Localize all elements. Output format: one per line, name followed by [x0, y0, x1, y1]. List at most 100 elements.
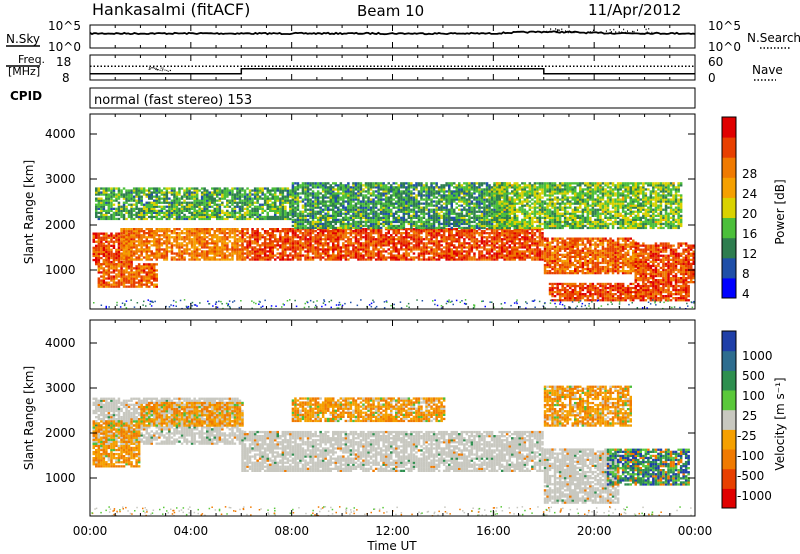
- heatmap-cell: [137, 195, 141, 198]
- heatmap-cell: [311, 256, 315, 259]
- heatmap-cell: [107, 203, 111, 206]
- heatmap-cell: [329, 184, 332, 187]
- heatmap-cell: [188, 189, 191, 192]
- heatmap-cell: [422, 256, 426, 259]
- heatmap-cell: [274, 258, 277, 261]
- heatmap-cell: [296, 234, 300, 237]
- heatmap-cell: [374, 190, 378, 193]
- heatmap-cell: [142, 232, 146, 235]
- heatmap-cell: [185, 238, 189, 241]
- heatmap-cell: [127, 203, 131, 206]
- heatmap-cell: [165, 209, 169, 212]
- heatmap-cell: [395, 234, 398, 237]
- heatmap-cell: [445, 198, 448, 201]
- heatmap-cell: [508, 238, 511, 241]
- heatmap-cell: [238, 236, 242, 239]
- heatmap-cell: [402, 204, 406, 207]
- heatmap-cell: [468, 242, 471, 245]
- heatmap-cell: [185, 248, 189, 251]
- heatmap-cell: [256, 191, 259, 194]
- heatmap-cell: [97, 263, 101, 266]
- heatmap-cell: [354, 194, 358, 197]
- heatmap-cell: [430, 218, 433, 221]
- heatmap-cell: [216, 209, 219, 212]
- heatmap-cell: [195, 195, 199, 198]
- heatmap-cell: [420, 226, 423, 230]
- heatmap-cell: [266, 242, 269, 245]
- heatmap-cell: [337, 198, 340, 201]
- heatmap-cell: [349, 250, 353, 253]
- heatmap-cell: [541, 234, 544, 237]
- heatmap-cell: [465, 242, 469, 245]
- heatmap-cell: [357, 208, 360, 211]
- heatmap-cell: [281, 213, 285, 217]
- heatmap-cell: [405, 200, 408, 203]
- heatmap-cell: [284, 246, 287, 249]
- heatmap-cell: [432, 188, 436, 191]
- heatmap-cell: [294, 186, 297, 189]
- heatmap-cell: [238, 215, 242, 219]
- heatmap-cell: [281, 197, 285, 200]
- heatmap-cell: [100, 213, 103, 217]
- heatmap-cell: [316, 192, 320, 195]
- heatmap-cell: [211, 209, 214, 212]
- heatmap-cell: [483, 244, 486, 247]
- heatmap-cell: [349, 228, 353, 231]
- heatmap-cell: [291, 244, 295, 247]
- heatmap-cell: [505, 230, 509, 233]
- heatmap-cell: [425, 226, 428, 230]
- heatmap-cell: [195, 203, 199, 206]
- heatmap-cell: [253, 246, 257, 249]
- heatmap-cell: [286, 213, 290, 217]
- heatmap-cell: [309, 188, 312, 191]
- heatmap-cell: [402, 206, 406, 209]
- heatmap-cell: [420, 212, 423, 215]
- heatmap-cell: [97, 254, 101, 258]
- heatmap-cell: [321, 216, 325, 219]
- heatmap-cell: [218, 211, 222, 214]
- heatmap-cell: [112, 283, 116, 286]
- heatmap-cell: [102, 246, 106, 249]
- heatmap-cell: [516, 252, 519, 255]
- heatmap-cell: [344, 212, 348, 215]
- heatmap-cell: [155, 275, 158, 278]
- heatmap-cell: [420, 246, 423, 249]
- heatmap-cell: [354, 256, 358, 259]
- heatmap-cell: [362, 198, 365, 201]
- heatmap-cell: [203, 201, 206, 204]
- heatmap-cell: [347, 222, 350, 226]
- heatmap-cell: [324, 226, 327, 230]
- heatmap-cell: [334, 206, 337, 209]
- heatmap-cell: [518, 252, 521, 255]
- heatmap-cell: [190, 240, 194, 243]
- heatmap-cell: [216, 199, 219, 202]
- heatmap-cell: [218, 187, 222, 190]
- heatmap-cell: [526, 240, 529, 243]
- heatmap-cell: [387, 218, 390, 221]
- heatmap-cell: [437, 188, 441, 191]
- heatmap-cell: [349, 234, 353, 237]
- heatmap-cell: [440, 254, 443, 257]
- heatmap-cell: [387, 224, 390, 228]
- heatmap-cell: [125, 193, 128, 196]
- heatmap-cell: [440, 200, 443, 203]
- heatmap-cell: [485, 242, 489, 245]
- heatmap-cell: [369, 226, 373, 230]
- heatmap-cell: [221, 242, 224, 245]
- heatmap-cell: [395, 192, 398, 195]
- heatmap-cell: [493, 240, 496, 243]
- heatmap-cell: [125, 265, 128, 268]
- heatmap-cell: [463, 250, 466, 253]
- heatmap-cell: [349, 230, 353, 233]
- heatmap-cell: [344, 240, 348, 243]
- freq-tick-bottom: 8: [62, 71, 70, 85]
- heatmap-cell: [508, 230, 511, 233]
- heatmap-cell: [241, 254, 244, 257]
- heatmap-cell: [299, 228, 302, 231]
- heatmap-cell: [198, 240, 201, 243]
- heatmap-cell: [110, 201, 113, 204]
- heatmap-cell: [437, 252, 441, 255]
- heatmap-cell: [332, 208, 335, 211]
- heatmap-cell: [203, 228, 206, 231]
- heatmap-cell: [321, 228, 325, 231]
